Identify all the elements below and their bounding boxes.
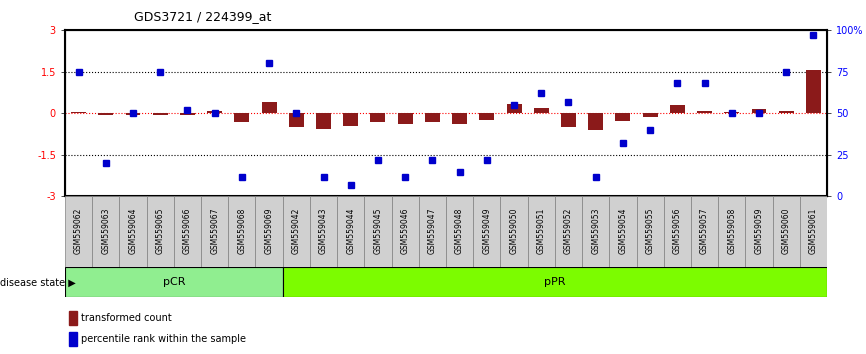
Bar xyxy=(65,267,282,297)
Bar xyxy=(419,196,446,267)
Text: GSM559056: GSM559056 xyxy=(673,207,682,254)
Bar xyxy=(174,196,201,267)
Text: GSM559058: GSM559058 xyxy=(727,207,736,254)
Text: GSM559042: GSM559042 xyxy=(292,207,301,254)
Bar xyxy=(697,110,712,113)
Bar xyxy=(452,113,467,124)
Text: pCR: pCR xyxy=(163,277,185,287)
Text: GSM559048: GSM559048 xyxy=(456,207,464,254)
Text: GSM559054: GSM559054 xyxy=(618,207,627,254)
Bar xyxy=(337,196,365,267)
Bar xyxy=(533,108,549,113)
Text: GSM559044: GSM559044 xyxy=(346,207,355,254)
Bar xyxy=(343,113,359,126)
Bar xyxy=(746,196,772,267)
Bar xyxy=(527,196,555,267)
Text: GSM559043: GSM559043 xyxy=(319,207,328,254)
Text: GSM559057: GSM559057 xyxy=(700,207,709,254)
Text: GSM559063: GSM559063 xyxy=(101,207,110,254)
Text: pPR: pPR xyxy=(544,277,565,287)
Bar xyxy=(479,113,494,120)
Bar xyxy=(371,113,385,121)
Text: GSM559049: GSM559049 xyxy=(482,207,491,254)
Bar xyxy=(207,110,222,113)
Text: GSM559059: GSM559059 xyxy=(754,207,764,254)
Bar xyxy=(288,113,304,127)
Bar xyxy=(718,196,746,267)
Text: GSM559052: GSM559052 xyxy=(564,207,573,254)
Bar xyxy=(120,196,146,267)
Bar xyxy=(724,112,740,113)
Bar xyxy=(691,196,718,267)
Bar xyxy=(282,267,827,297)
Text: GSM559064: GSM559064 xyxy=(128,207,138,254)
Bar xyxy=(65,196,92,267)
Bar xyxy=(473,196,501,267)
Text: GSM559065: GSM559065 xyxy=(156,207,165,254)
Text: GSM559061: GSM559061 xyxy=(809,207,818,254)
Bar xyxy=(779,110,793,113)
Text: GSM559046: GSM559046 xyxy=(401,207,410,254)
Bar xyxy=(772,196,800,267)
Text: disease state ▶: disease state ▶ xyxy=(0,277,75,287)
Bar xyxy=(71,112,86,113)
Bar xyxy=(669,105,685,113)
Bar xyxy=(98,113,113,115)
Text: GSM559053: GSM559053 xyxy=(591,207,600,254)
Bar xyxy=(663,196,691,267)
Bar xyxy=(610,196,637,267)
Text: GSM559068: GSM559068 xyxy=(237,207,246,254)
Bar xyxy=(561,113,576,127)
Bar xyxy=(637,196,663,267)
Text: GSM559062: GSM559062 xyxy=(74,207,83,254)
Bar xyxy=(643,113,657,116)
Text: GSM559047: GSM559047 xyxy=(428,207,436,254)
Text: GSM559055: GSM559055 xyxy=(646,207,655,254)
Bar xyxy=(255,196,282,267)
Bar xyxy=(806,70,821,113)
Bar xyxy=(126,113,140,115)
Bar xyxy=(501,196,527,267)
Bar xyxy=(229,196,255,267)
Bar xyxy=(310,196,337,267)
Text: GSM559050: GSM559050 xyxy=(509,207,519,254)
Bar xyxy=(282,196,310,267)
Bar xyxy=(201,196,229,267)
Text: GSM559051: GSM559051 xyxy=(537,207,546,254)
Text: GSM559060: GSM559060 xyxy=(782,207,791,254)
Bar xyxy=(262,102,276,113)
Text: percentile rank within the sample: percentile rank within the sample xyxy=(81,334,246,344)
Bar xyxy=(391,196,419,267)
Bar xyxy=(582,196,610,267)
Bar xyxy=(800,196,827,267)
Text: GSM559066: GSM559066 xyxy=(183,207,192,254)
Bar xyxy=(425,113,440,121)
Bar xyxy=(446,196,473,267)
Bar xyxy=(365,196,391,267)
Bar xyxy=(316,113,331,129)
Bar xyxy=(152,113,168,115)
Bar xyxy=(588,113,603,130)
Bar xyxy=(146,196,174,267)
Bar xyxy=(68,332,77,346)
Bar xyxy=(397,113,412,124)
Bar xyxy=(180,113,195,115)
Text: GSM559069: GSM559069 xyxy=(265,207,274,254)
Bar xyxy=(616,113,630,121)
Bar xyxy=(752,109,766,113)
Bar xyxy=(555,196,582,267)
Text: GDS3721 / 224399_at: GDS3721 / 224399_at xyxy=(134,10,272,23)
Bar xyxy=(68,312,77,325)
Bar xyxy=(507,104,521,113)
Text: GSM559045: GSM559045 xyxy=(373,207,383,254)
Bar xyxy=(92,196,120,267)
Text: GSM559067: GSM559067 xyxy=(210,207,219,254)
Text: transformed count: transformed count xyxy=(81,313,171,323)
Bar xyxy=(235,113,249,121)
